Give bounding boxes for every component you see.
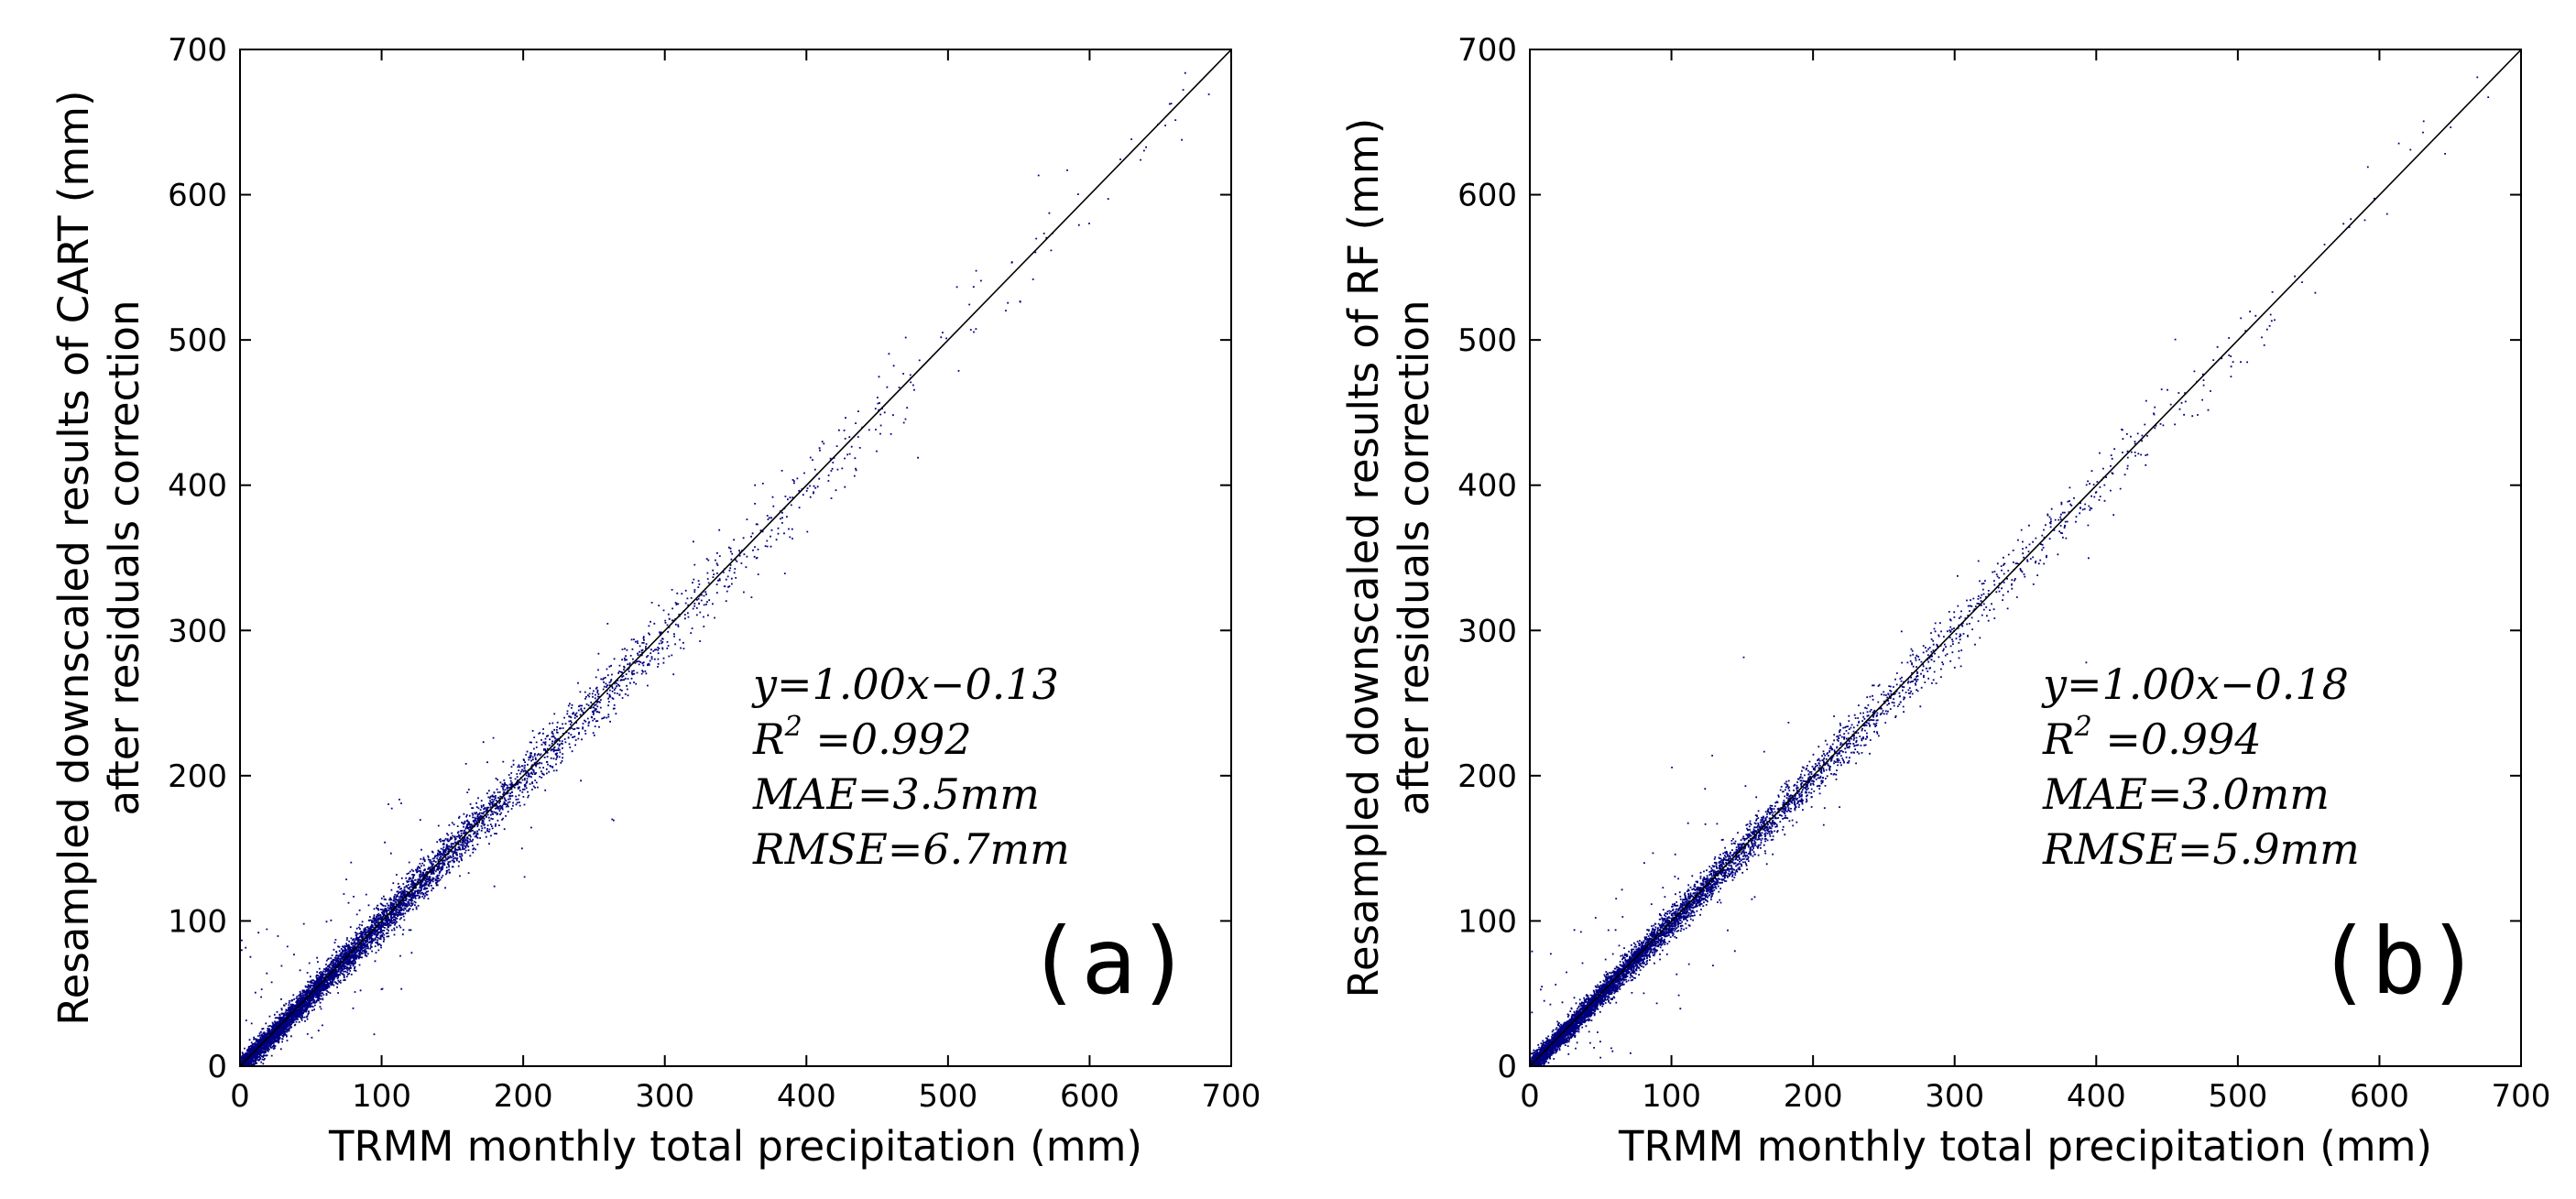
y-tick-label-b-3: 300 xyxy=(1457,613,1517,649)
x-tick-label-b-6: 600 xyxy=(2350,1078,2409,1115)
y-axis-label-line2-b: after residuals correction xyxy=(1390,300,1438,816)
panel-label-a: (a) xyxy=(1026,908,1192,1015)
rmse-value-b: RMSE=5.9mm xyxy=(2042,824,2360,874)
x-axis-label-a: TRMM monthly total precipitation (mm) xyxy=(328,1122,1142,1171)
x-tick-label-a-2: 200 xyxy=(494,1078,553,1115)
scatter-points-path-b xyxy=(1530,76,2490,1066)
x-tick-label-b-0: 0 xyxy=(1520,1078,1540,1115)
stats-annotation-a: y=1.00x−0.13 R2 =0.992 MAE=3.5mm RMSE=6.… xyxy=(751,659,1070,874)
fit-line-b xyxy=(1530,49,2521,1066)
x-tick-label-b-7: 700 xyxy=(2492,1078,2551,1115)
y-tick-label-a-0: 0 xyxy=(207,1049,227,1085)
x-tick-label-b-5: 500 xyxy=(2208,1078,2267,1115)
x-tick-label-b-1: 100 xyxy=(1642,1078,1701,1115)
x-tick-label-a-0: 0 xyxy=(230,1078,250,1115)
y-axis-label-line1-a: Resampled downscaled results of CART (mm… xyxy=(49,90,98,1025)
plot-frame-a xyxy=(239,49,1232,1067)
mae-value-b: MAE=3.0mm xyxy=(2042,769,2330,819)
y-tick-label-b-1: 100 xyxy=(1457,903,1517,940)
x-tick-label-a-1: 100 xyxy=(352,1078,411,1115)
y-axis-label-line1-b: Resampled downscaled results of RF (mm) xyxy=(1339,118,1388,998)
x-tick-label-a-7: 700 xyxy=(1202,1078,1261,1115)
r-squared-b: R2 =0.994 xyxy=(2042,711,2262,764)
x-tick-label-a-5: 500 xyxy=(918,1078,977,1115)
panel-b: 0 100 200 300 400 500 600 700 0 100 200 300 400 500 60… xyxy=(1339,32,2550,1171)
y-tick-label-a-7: 700 xyxy=(168,32,227,69)
x-tick-label-a-6: 600 xyxy=(1060,1078,1119,1115)
x-axis-label-b: TRMM monthly total precipitation (mm) xyxy=(1618,1122,2432,1171)
y-tick-label-a-2: 200 xyxy=(168,758,227,795)
y-tick-label-b-2: 200 xyxy=(1457,758,1517,795)
x-tick-label-b-2: 200 xyxy=(1784,1078,1843,1115)
stats-annotation-b: y=1.00x−0.18 R2 =0.994 MAE=3.0mm RMSE=5.… xyxy=(2041,659,2360,874)
x-tick-label-b-3: 300 xyxy=(1925,1078,1984,1115)
regression-equation-a: y=1.00x−0.13 xyxy=(751,659,1059,709)
y-tick-label-b-0: 0 xyxy=(1497,1049,1517,1085)
rmse-value-a: RMSE=6.7mm xyxy=(752,824,1070,874)
y-tick-label-a-3: 300 xyxy=(168,613,227,649)
ticks-b: 0 100 200 300 400 500 600 700 0 100 200 300 400 500 60… xyxy=(1457,32,2550,1115)
y-tick-label-b-6: 600 xyxy=(1457,178,1517,214)
y-tick-label-a-6: 600 xyxy=(168,178,227,214)
panel-label-b: (b) xyxy=(2316,908,2482,1015)
r-squared-a: R2 =0.992 xyxy=(752,711,972,764)
ticks-a: 0 100 200 300 400 500 600 700 0 100 200 300 400 500 60… xyxy=(168,32,1261,1115)
y-tick-label-a-1: 100 xyxy=(168,903,227,940)
y-tick-label-a-4: 400 xyxy=(168,468,227,505)
fit-line-group-b xyxy=(1530,49,2521,1066)
x-tick-label-b-4: 400 xyxy=(2067,1078,2126,1115)
y-tick-label-b-4: 400 xyxy=(1457,468,1517,505)
mae-value-a: MAE=3.5mm xyxy=(752,769,1040,819)
y-tick-label-a-5: 500 xyxy=(168,322,227,359)
y-tick-label-b-7: 700 xyxy=(1457,32,1517,69)
panel-a: 0 100 200 300 400 500 600 700 0 100 200 300 400 500 60… xyxy=(49,32,1261,1171)
x-tick-label-a-4: 400 xyxy=(777,1078,836,1115)
x-tick-label-a-3: 300 xyxy=(635,1078,694,1115)
regression-equation-b: y=1.00x−0.18 xyxy=(2041,659,2349,709)
y-tick-label-b-5: 500 xyxy=(1457,322,1517,359)
y-axis-label-line2-a: after residuals correction xyxy=(100,300,148,816)
scatter-points-b xyxy=(1530,76,2490,1066)
fit-line-a xyxy=(240,49,1231,1066)
plot-frame-b xyxy=(1529,49,2522,1067)
fit-line-group-a xyxy=(240,49,1231,1066)
